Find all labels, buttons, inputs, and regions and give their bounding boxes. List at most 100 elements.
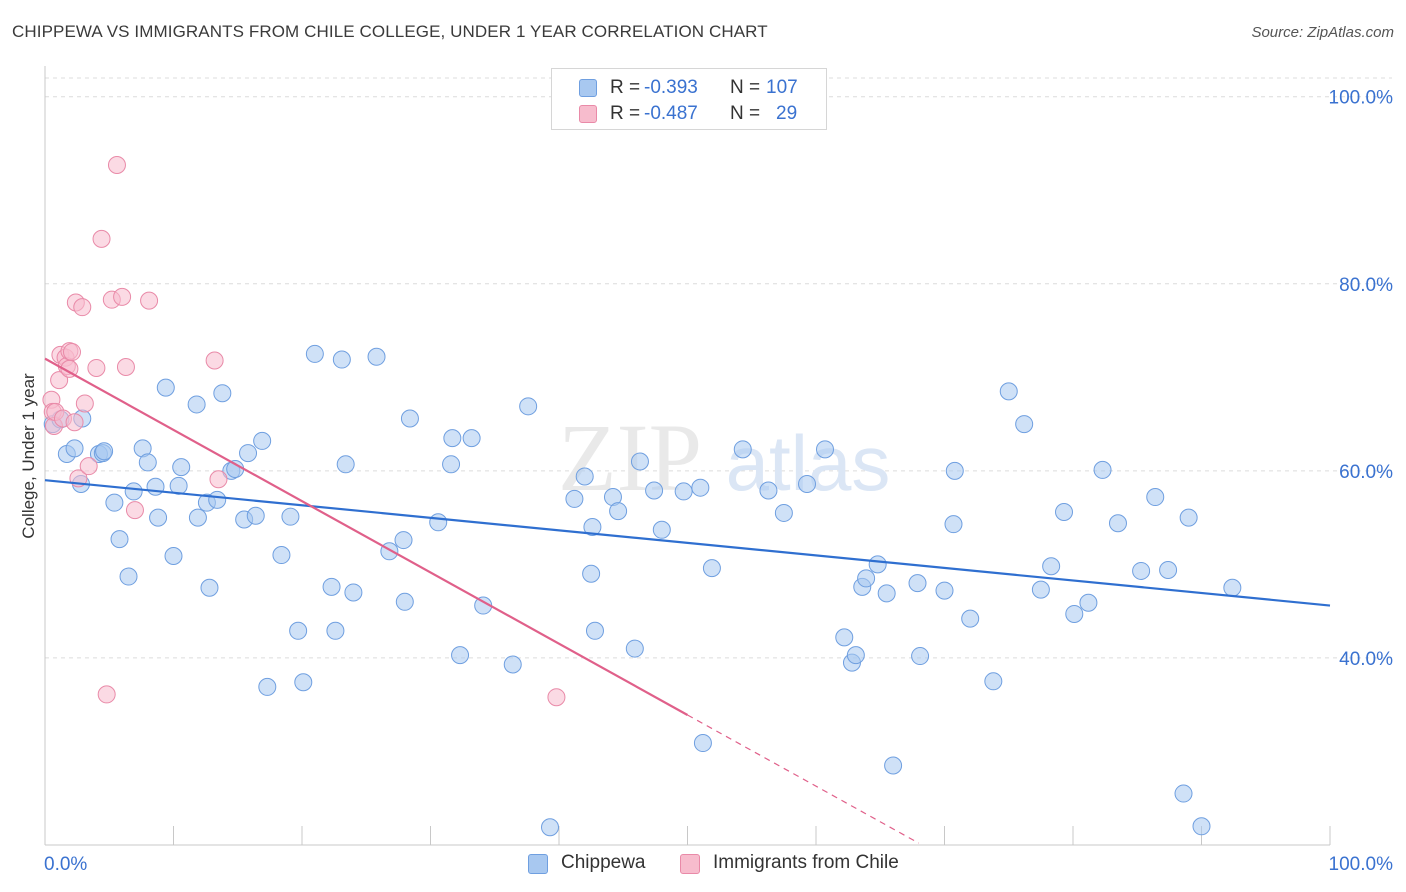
- chile-point: [209, 470, 228, 489]
- chippewa-point: [759, 481, 778, 500]
- chippewa-point: [911, 647, 930, 666]
- chile-point: [75, 394, 94, 413]
- x-tick-label-max: 100.0%: [1329, 854, 1394, 875]
- y-tick-label: 80.0%: [1339, 275, 1393, 296]
- chippewa-point: [442, 455, 461, 474]
- chippewa-point: [462, 429, 481, 448]
- chippewa-point: [1159, 561, 1178, 580]
- y-tick-label: 60.0%: [1339, 462, 1393, 483]
- chippewa-point: [208, 490, 227, 509]
- chippewa-point: [344, 583, 363, 602]
- legend-swatch-chippewa: [579, 79, 597, 97]
- chippewa-point: [124, 482, 143, 501]
- chippewa-point: [908, 574, 927, 593]
- chippewa-point: [999, 382, 1018, 401]
- chippewa-point: [187, 395, 206, 414]
- chippewa-point: [846, 646, 865, 665]
- chippewa-point: [630, 452, 649, 471]
- chippewa-point: [1065, 604, 1084, 623]
- chippewa-point: [443, 429, 462, 448]
- chippewa-point: [294, 673, 313, 692]
- chippewa-point: [367, 347, 386, 366]
- axes: 40.0% 60.0% 80.0% 100.0% 0.0% 100.0%: [44, 66, 1393, 875]
- chippewa-point: [582, 564, 601, 583]
- chippewa-point: [935, 581, 954, 600]
- chippewa-point: [95, 442, 114, 461]
- chippewa-point: [332, 350, 351, 369]
- legend-n-label: N =: [730, 77, 761, 98]
- chile-point: [50, 371, 69, 390]
- chippewa-point: [305, 344, 324, 363]
- x-tick-label-min: 0.0%: [44, 854, 87, 875]
- chippewa-point: [1015, 415, 1034, 434]
- chippewa-point: [1093, 460, 1112, 479]
- chippewa-point: [1042, 557, 1061, 576]
- chippewa-point: [609, 502, 628, 521]
- chippewa-point: [156, 378, 175, 397]
- legend-r-label: R =: [610, 77, 641, 98]
- legend-row-chile: R = -0.487 N = 29: [552, 101, 826, 127]
- legend-r-value: -0.393: [644, 77, 698, 98]
- chippewa-point: [503, 655, 522, 674]
- chippewa-point: [1174, 784, 1193, 803]
- bottom-legend-label-chile: Immigrants from Chile: [713, 852, 899, 873]
- chippewa-point: [691, 478, 710, 497]
- chippewa-point: [815, 440, 834, 459]
- chippewa-trendline: [44, 479, 1331, 607]
- chile-point: [65, 413, 84, 432]
- chippewa-point: [519, 397, 538, 416]
- chile-point: [205, 351, 224, 370]
- legend-swatch-chile: [579, 105, 597, 123]
- chippewa-point: [272, 546, 291, 565]
- legend-r-value: -0.487: [644, 103, 698, 124]
- chippewa-point: [1146, 488, 1165, 507]
- chippewa-point: [322, 577, 341, 596]
- chippewa-point: [1031, 580, 1050, 599]
- chippewa-point: [164, 546, 183, 565]
- chippewa-point: [944, 515, 963, 534]
- chile-point: [62, 343, 81, 362]
- chippewa-point: [395, 592, 414, 611]
- chippewa-point: [336, 455, 355, 474]
- chippewa-point: [774, 503, 793, 522]
- chile-point: [79, 457, 98, 476]
- y-tick-label: 100.0%: [1329, 88, 1394, 109]
- chippewa-point: [1055, 503, 1074, 522]
- chippewa-point: [583, 517, 602, 536]
- chippewa-point: [674, 482, 693, 501]
- chippewa-point: [149, 508, 168, 527]
- chippewa-point: [645, 481, 664, 500]
- chippewa-point: [945, 461, 964, 480]
- legend-n-value: 29: [776, 103, 798, 124]
- chippewa-point: [65, 439, 84, 458]
- chile-point: [73, 298, 92, 317]
- trend-lines: [44, 357, 1331, 844]
- chippewa-point: [877, 584, 896, 603]
- chippewa-point: [857, 569, 876, 588]
- chippewa-point: [200, 578, 219, 597]
- chile-point: [107, 155, 126, 174]
- chippewa-point: [702, 559, 721, 578]
- stats-legend: R = -0.393 N = 107 R = -0.487 N = 29: [551, 68, 827, 130]
- chippewa-point: [1079, 593, 1098, 612]
- chippewa-point: [326, 621, 345, 640]
- chippewa-point: [119, 567, 138, 586]
- chippewa-point: [239, 444, 258, 463]
- chippewa-point: [110, 530, 129, 549]
- y-tick-label: 40.0%: [1339, 649, 1393, 670]
- chippewa-point: [1179, 508, 1198, 527]
- chile-point: [97, 685, 116, 704]
- chippewa-point: [652, 520, 671, 539]
- chippewa-point: [138, 453, 157, 472]
- chippewa-point: [984, 672, 1003, 691]
- chippewa-point: [105, 493, 124, 512]
- chile-point: [140, 291, 159, 310]
- legend-r-label: R =: [610, 103, 641, 124]
- legend-n-label: N =: [730, 103, 761, 124]
- chile-point: [547, 688, 566, 707]
- chile-point: [125, 501, 144, 520]
- chippewa-point: [693, 734, 712, 753]
- chippewa-point: [565, 489, 584, 508]
- chippewa-point: [733, 440, 752, 459]
- chippewa-point: [798, 474, 817, 493]
